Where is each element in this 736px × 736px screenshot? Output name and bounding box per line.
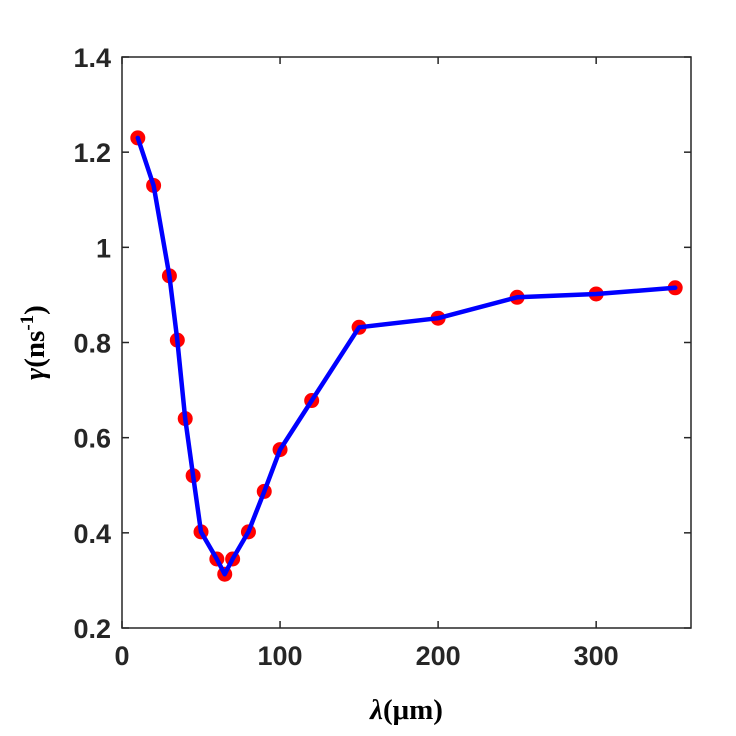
x-tick-label: 100: [258, 641, 303, 671]
y-axis-label-unit-close: ): [19, 305, 51, 315]
y-axis-label-symbol: γ: [19, 367, 51, 380]
x-axis-ticks: 0 100 200 300: [114, 57, 619, 671]
y-axis-label: γ(ns-1): [17, 305, 51, 380]
y-tick-label: 0.6: [73, 424, 111, 454]
series-line: [135, 135, 678, 577]
y-axis-label-superscript: -1: [17, 315, 38, 331]
y-tick-label: 0.8: [73, 329, 111, 359]
x-axis-label-unit: (μm): [383, 694, 443, 726]
y-tick-label: 0.2: [73, 614, 111, 644]
series-markers: [130, 130, 683, 582]
x-tick-label: 300: [574, 641, 619, 671]
y-axis-label-unit: (ns: [19, 331, 51, 368]
y-tick-label: 1: [96, 233, 111, 263]
x-tick-label: 200: [416, 641, 461, 671]
x-tick-label: 0: [114, 641, 129, 671]
y-tick-label: 0.4: [73, 519, 111, 549]
y-tick-label: 1.4: [73, 43, 111, 73]
y-tick-label: 1.2: [73, 138, 111, 168]
y-axis-ticks: 0.2 0.4 0.6 0.8 1 1.2 1.4: [73, 43, 691, 644]
x-axis-label: λ(μm): [369, 694, 443, 726]
x-axis-label-symbol: λ: [369, 694, 383, 726]
series-lines: [135, 135, 678, 577]
